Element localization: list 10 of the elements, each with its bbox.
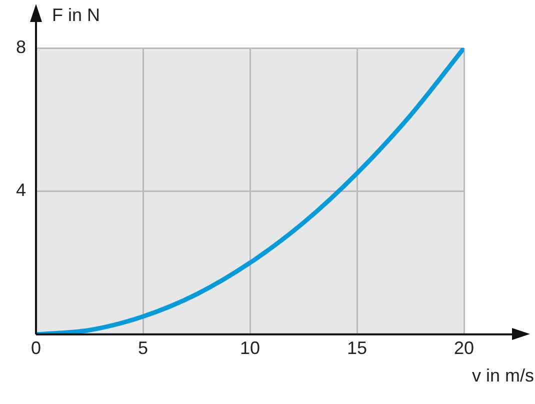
y-tick-label: 4 <box>16 180 26 200</box>
x-tick-label: 10 <box>240 338 260 358</box>
line-series <box>36 48 464 334</box>
x-axis-title: v in m/s <box>472 365 534 386</box>
x-tick-label: 20 <box>454 338 474 358</box>
x-tick-label: 15 <box>346 338 368 358</box>
x-tick-label: 0 <box>31 338 42 358</box>
y-axis-title: F in N <box>52 4 100 25</box>
y-tick-label: 8 <box>16 36 26 57</box>
x-tick-label: 5 <box>138 338 148 358</box>
